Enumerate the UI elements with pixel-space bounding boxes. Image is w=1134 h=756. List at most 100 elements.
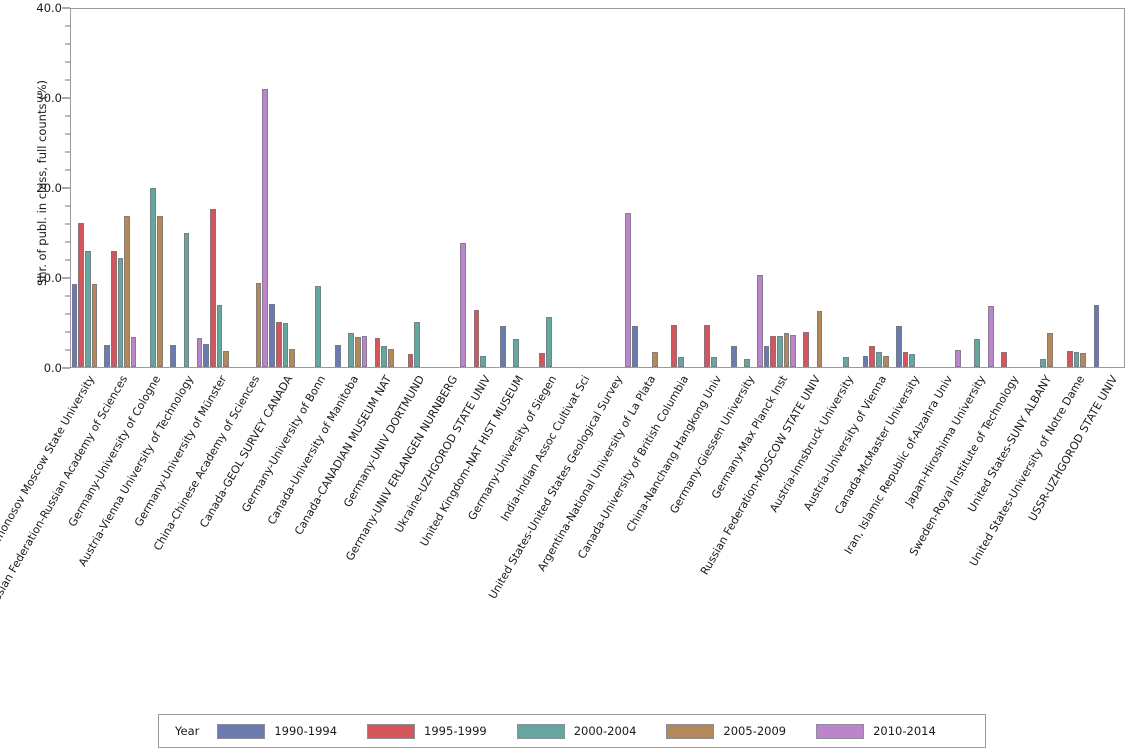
legend-label: 1990-1994: [274, 724, 338, 738]
bar: [407, 353, 414, 367]
bar: [210, 208, 216, 367]
bar-group: [862, 9, 895, 367]
x-axis-labels: Russian Federation-Lomonosov Moscow Stat…: [0, 368, 1125, 668]
bar-group: [104, 9, 137, 367]
bar: [374, 338, 381, 367]
bar: [130, 336, 137, 367]
bar: [315, 286, 322, 367]
bar: [117, 257, 124, 367]
legend-item[interactable]: 2000-2004: [516, 723, 636, 739]
bar: [203, 343, 210, 367]
y-tick-minor-mark: [65, 115, 70, 117]
bar: [704, 324, 711, 367]
bar-group: [1060, 9, 1093, 367]
bar: [460, 242, 467, 367]
bar-group: [434, 9, 467, 367]
bar: [625, 213, 631, 367]
bar: [711, 357, 718, 367]
y-tick-minor-mark: [65, 133, 70, 135]
legend-label: 2010-2014: [873, 724, 936, 738]
legend-item[interactable]: 2005-2009: [666, 723, 786, 739]
bar: [480, 356, 487, 367]
bar-group: [1027, 9, 1060, 367]
bar: [954, 350, 961, 367]
y-tick-label: 10.0: [36, 271, 62, 285]
bar: [777, 335, 783, 367]
bar-group: [631, 9, 664, 367]
bar: [1093, 305, 1100, 367]
plot-area: [70, 8, 1125, 368]
bar: [909, 353, 916, 367]
bar-group: [500, 9, 533, 367]
bar-group: [664, 9, 697, 367]
bar: [255, 282, 262, 367]
bar: [91, 283, 98, 367]
y-tick-mark: [62, 97, 70, 99]
bar: [361, 335, 368, 367]
bar: [1001, 351, 1008, 367]
bar: [84, 250, 91, 367]
y-tick-mark: [62, 367, 70, 369]
legend: Year 1990-1994 1995-1999 2000-2004 2005-200…: [158, 714, 986, 748]
bar-group: [796, 9, 829, 367]
y-tick-mark: [62, 277, 70, 279]
y-tick-mark: [62, 187, 70, 189]
y-tick-label: 40.0: [36, 1, 62, 15]
bar: [124, 215, 130, 367]
x-tick-label: Russian Federation-MOSCOW STATE UNIV: [697, 373, 824, 578]
y-tick-minor-mark: [65, 295, 70, 297]
bar: [862, 356, 869, 367]
bar-group: [566, 9, 599, 367]
bar: [1066, 350, 1073, 367]
bar: [388, 349, 394, 367]
bar: [223, 350, 230, 367]
bar: [473, 309, 480, 367]
bar-group: [1093, 9, 1126, 367]
legend-label: 1995-1999: [424, 724, 487, 738]
bar: [974, 339, 981, 367]
bar-group: [994, 9, 1027, 367]
bar: [1073, 351, 1080, 367]
bar: [816, 310, 823, 367]
bar: [1040, 358, 1047, 367]
legend-items: 1990-1994 1995-1999 2000-2004 2005-2009 2010…: [217, 723, 965, 739]
legend-item[interactable]: 2010-2014: [816, 723, 936, 739]
bar-group: [137, 9, 170, 367]
bar-group: [533, 9, 566, 367]
bar: [276, 322, 282, 367]
bar-group: [335, 9, 368, 367]
bar: [157, 215, 163, 367]
bar-group: [730, 9, 763, 367]
bar: [882, 356, 889, 367]
y-tick-mark: [62, 7, 70, 9]
bar-group: [895, 9, 928, 367]
bar-group: [928, 9, 961, 367]
bar-group: [401, 9, 434, 367]
bar: [196, 338, 203, 367]
bar: [763, 345, 770, 367]
bar: [262, 88, 269, 367]
legend-item[interactable]: 1995-1999: [367, 723, 487, 739]
y-tick-label: 20.0: [36, 181, 62, 195]
y-tick-minor-mark: [65, 223, 70, 225]
bar: [730, 345, 737, 367]
legend-item[interactable]: 1990-1994: [217, 723, 338, 739]
y-tick-minor-mark: [65, 151, 70, 153]
legend-swatch: [516, 723, 565, 739]
y-tick-minor-mark: [65, 43, 70, 45]
bar: [678, 357, 685, 367]
bar-group: [203, 9, 236, 367]
bar-group: [599, 9, 632, 367]
bar: [111, 250, 117, 367]
bar: [381, 346, 388, 367]
bar: [78, 222, 84, 367]
bar: [104, 344, 111, 367]
bar: [902, 351, 909, 367]
y-tick-minor-mark: [65, 25, 70, 27]
bar-group: [368, 9, 401, 367]
bar: [803, 332, 810, 367]
bar: [414, 322, 421, 367]
legend-swatch: [816, 723, 865, 739]
bar: [770, 335, 777, 367]
